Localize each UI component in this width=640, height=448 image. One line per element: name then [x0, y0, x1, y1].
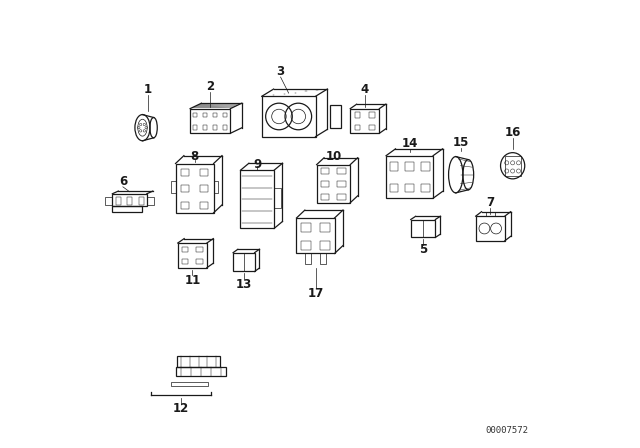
Bar — [196, 259, 202, 264]
Text: 16: 16 — [504, 125, 521, 139]
Bar — [476, 216, 505, 241]
Bar — [405, 163, 414, 171]
Text: 3: 3 — [276, 65, 285, 78]
Bar — [200, 202, 208, 208]
Bar — [190, 108, 230, 134]
Bar — [176, 366, 227, 375]
Bar — [504, 155, 521, 176]
Text: 2: 2 — [206, 80, 214, 94]
Bar — [200, 185, 208, 192]
Bar — [233, 253, 255, 271]
Bar — [386, 156, 433, 198]
Bar — [390, 184, 398, 192]
Bar — [223, 113, 227, 117]
Bar — [337, 194, 346, 200]
Bar — [113, 206, 141, 212]
Bar — [181, 202, 189, 208]
Text: 14: 14 — [401, 137, 418, 150]
Bar — [274, 188, 282, 208]
Bar — [203, 113, 207, 117]
Bar — [182, 259, 188, 264]
Text: 4: 4 — [361, 83, 369, 96]
Bar — [116, 198, 120, 205]
Text: 12: 12 — [173, 402, 189, 415]
Bar — [171, 382, 208, 386]
Bar — [213, 125, 218, 129]
Text: 13: 13 — [236, 278, 252, 291]
Bar — [178, 243, 207, 267]
Bar — [203, 125, 207, 129]
Bar — [369, 112, 375, 118]
Bar — [421, 184, 429, 192]
Bar — [213, 113, 218, 117]
Bar — [486, 212, 495, 216]
Bar — [147, 198, 154, 205]
Bar — [317, 165, 350, 202]
Text: 6: 6 — [119, 175, 127, 188]
Text: 00007572: 00007572 — [485, 426, 528, 435]
Bar — [181, 185, 189, 192]
Text: 8: 8 — [191, 150, 198, 164]
Bar — [182, 247, 188, 252]
Bar — [390, 163, 398, 171]
Bar — [350, 108, 380, 134]
Bar — [321, 168, 330, 174]
Bar — [296, 218, 335, 254]
Bar — [262, 96, 316, 137]
Text: 11: 11 — [184, 274, 200, 287]
Bar — [301, 223, 311, 232]
Bar — [200, 169, 208, 176]
Text: 15: 15 — [453, 136, 469, 149]
Bar — [320, 241, 330, 250]
Bar — [241, 170, 274, 228]
Bar — [113, 194, 147, 206]
Bar — [337, 168, 346, 174]
Text: 9: 9 — [253, 158, 261, 172]
Text: 17: 17 — [307, 287, 324, 300]
Bar — [305, 254, 310, 264]
Bar — [105, 198, 113, 205]
Bar — [355, 125, 360, 130]
Bar — [127, 198, 132, 205]
Bar — [139, 198, 143, 205]
Bar — [193, 125, 197, 129]
Bar — [301, 241, 311, 250]
Bar — [421, 163, 429, 171]
Bar — [181, 169, 189, 176]
Bar — [320, 223, 330, 232]
Bar — [193, 113, 197, 117]
Bar — [321, 181, 330, 187]
Bar — [321, 194, 330, 200]
Bar — [175, 164, 214, 213]
Bar — [223, 125, 227, 129]
Bar — [405, 184, 414, 192]
Text: 10: 10 — [325, 150, 342, 164]
Bar — [177, 356, 220, 367]
Bar — [369, 125, 375, 130]
Bar — [171, 181, 175, 193]
Text: 5: 5 — [419, 243, 427, 257]
Bar — [411, 220, 435, 237]
Bar — [196, 247, 202, 252]
Bar — [214, 181, 218, 193]
Bar — [355, 112, 360, 118]
Bar — [337, 181, 346, 187]
Text: 7: 7 — [486, 196, 494, 209]
Bar — [330, 105, 340, 128]
Bar — [321, 254, 326, 264]
Text: 1: 1 — [143, 83, 152, 96]
